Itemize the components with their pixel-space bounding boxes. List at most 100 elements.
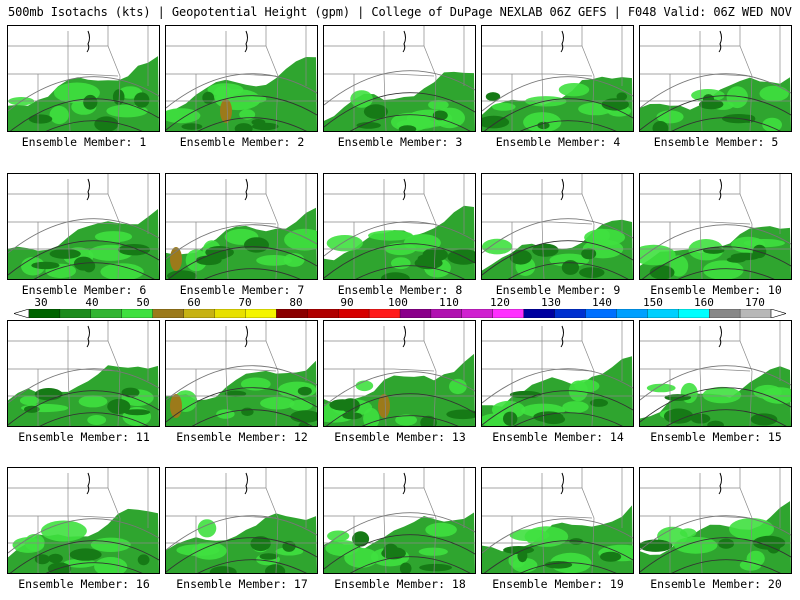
lake-shoreline	[560, 472, 564, 495]
ensemble-member-map	[165, 320, 318, 427]
ensemble-member-label: Ensemble Member: 2	[179, 135, 305, 149]
isotach-contour-fill	[703, 260, 744, 279]
state-boundary	[482, 515, 593, 519]
state-boundary	[640, 368, 751, 372]
state-boundary	[640, 31, 701, 47]
isotach-contour-fill	[40, 520, 87, 542]
lake-shoreline	[402, 178, 406, 201]
map-svg	[324, 468, 475, 573]
isotach-contour-fill	[398, 125, 417, 131]
ensemble-member-label: Ensemble Member: 19	[492, 577, 624, 591]
lake-shoreline	[86, 472, 90, 495]
isotach-contour-fill	[759, 85, 789, 102]
isotach-contour-fill	[418, 547, 448, 556]
state-boundary	[166, 179, 227, 195]
colorbar-swatch	[245, 309, 277, 318]
colorbar-swatch	[647, 309, 679, 318]
lake-shoreline	[244, 472, 248, 495]
isotach-field	[8, 209, 159, 279]
isotach-contour-fill	[509, 249, 532, 265]
geopotential-height-contour	[324, 92, 475, 128]
state-boundary	[225, 194, 229, 279]
isotach-contour-fill	[649, 265, 675, 279]
geopotential-height-contour	[8, 518, 159, 554]
ensemble-member-map	[323, 320, 476, 427]
state-boundary	[739, 193, 753, 279]
ensemble-member-map	[7, 25, 160, 132]
isotach-contour-fill	[167, 270, 197, 279]
colorbar-swatch	[709, 309, 741, 318]
geopotential-height-contour	[507, 262, 629, 279]
isotach-contour-fill	[533, 411, 564, 423]
state-boundary	[107, 45, 121, 131]
state-boundary	[739, 487, 753, 573]
state-boundary	[423, 45, 437, 131]
isotach-contour-fill	[241, 407, 254, 416]
isotach-contour-fill	[137, 554, 150, 566]
geopotential-height-contour	[482, 240, 633, 276]
state-boundary	[482, 221, 593, 225]
isotach-contour-fill	[485, 92, 501, 102]
isotach-contour-fill	[251, 119, 266, 126]
colorbar-tick-label: 70	[238, 296, 252, 309]
colorbar	[14, 309, 786, 318]
state-boundary	[541, 341, 545, 426]
state-boundary	[265, 487, 279, 573]
map-svg	[166, 174, 317, 279]
geopotential-height-contour	[46, 120, 143, 131]
state-boundary	[699, 194, 703, 279]
ensemble-member-label: Ensemble Member: 20	[650, 577, 782, 591]
isotach-contour-fill	[355, 380, 374, 392]
colorbar-tick-label: 40	[85, 296, 99, 309]
geopotential-height-contour	[640, 224, 791, 260]
isotach-contour-fill	[94, 231, 133, 243]
state-boundary	[324, 473, 385, 489]
map-svg	[640, 26, 791, 131]
geopotential-height-contour	[9, 98, 159, 131]
ensemble-member-label: Ensemble Member: 14	[492, 430, 624, 444]
geopotential-height-contour	[39, 412, 149, 426]
map-svg	[640, 174, 791, 279]
isotach-contour-fill	[356, 122, 381, 129]
state-boundary	[541, 488, 545, 573]
isotach-contour-fill	[652, 121, 669, 131]
state-boundary	[640, 473, 701, 489]
ensemble-member-label: Ensemble Member: 16	[18, 577, 150, 591]
state-boundary	[225, 488, 229, 573]
isotach-contour-fill	[378, 394, 390, 418]
ensemble-member-label: Ensemble Member: 7	[179, 283, 305, 297]
geopotential-height-contour	[349, 114, 471, 131]
geopotential-height-contour	[324, 243, 475, 279]
ensemble-member-map	[639, 173, 792, 280]
map-svg	[640, 468, 791, 573]
geopotential-height-contour	[520, 562, 617, 573]
state-boundary	[67, 488, 71, 573]
geopotential-height-contour	[8, 76, 159, 112]
state-boundary	[581, 45, 595, 131]
ensemble-member-label: Ensemble Member: 5	[653, 135, 779, 149]
colorbar-swatch	[152, 309, 185, 318]
geopotential-height-contour	[46, 562, 143, 573]
isotach-contour-fill	[509, 390, 542, 399]
map-svg	[640, 321, 791, 426]
isotach-contour-fill	[220, 99, 232, 123]
ensemble-member-map	[481, 467, 634, 574]
state-boundary	[423, 193, 437, 279]
geopotential-height-contour	[191, 409, 313, 426]
isotach-contour-fill	[369, 105, 382, 113]
isotach-contour-fill	[34, 554, 50, 565]
state-boundary	[739, 340, 753, 426]
geopotential-height-contour	[8, 240, 159, 276]
geopotential-height-contour	[640, 95, 791, 131]
geopotential-height-contour	[641, 246, 791, 279]
state-boundary	[8, 179, 69, 195]
ensemble-member-map	[481, 25, 634, 132]
ensemble-member-map	[323, 173, 476, 280]
ensemble-member-map	[639, 467, 792, 574]
isotach-contour-fill	[425, 522, 457, 537]
state-boundary	[8, 31, 69, 47]
state-boundary	[67, 341, 71, 426]
geopotential-height-contour	[204, 268, 301, 279]
isotach-contour-fill	[197, 519, 217, 538]
geopotential-height-contour	[324, 70, 475, 106]
